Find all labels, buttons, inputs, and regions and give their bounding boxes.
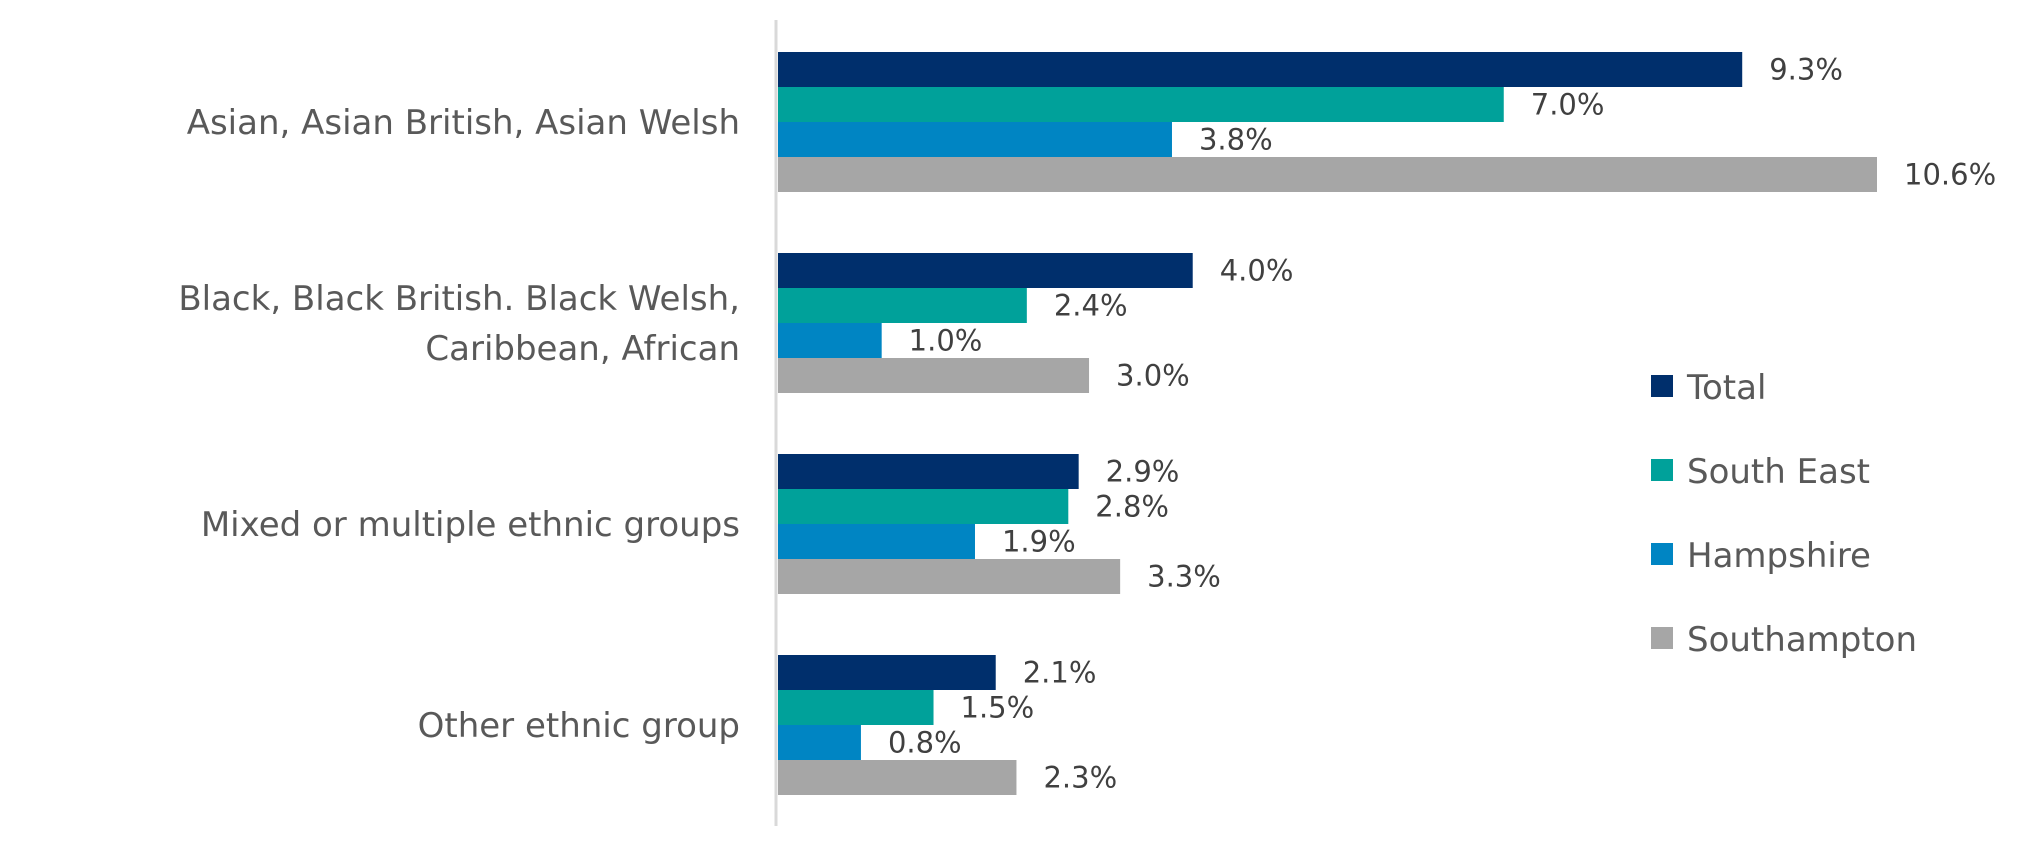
legend-label-southampton: Southampton — [1687, 620, 1917, 660]
bar-south-east-3 — [778, 489, 1069, 524]
category-label-4: Other ethnic group — [418, 706, 740, 746]
bar-hampshire-3 — [778, 524, 975, 559]
bar-southampton-1 — [778, 157, 1877, 192]
data-label-total-1: 9.3% — [1769, 53, 1843, 87]
bar-south-east-2 — [778, 288, 1027, 323]
category-labels-layer: Asian, Asian British, Asian Welsh Black, … — [178, 103, 740, 746]
data-label-hampshire-2: 1.0% — [909, 324, 983, 358]
legend-swatch-total — [1651, 375, 1673, 397]
legend-label-total: Total — [1686, 368, 1766, 408]
category-label-2-line-2: Caribbean, African — [425, 329, 740, 369]
data-label-southampton-3: 3.3% — [1147, 560, 1221, 594]
category-label-1: Asian, Asian British, Asian Welsh — [187, 103, 740, 143]
legend-swatch-south-east — [1651, 459, 1673, 481]
bar-south-east-1 — [778, 87, 1504, 122]
category-label-2-line-1: Black, Black British. Black Welsh, — [178, 279, 740, 319]
bar-south-east-4 — [778, 690, 934, 725]
data-label-hampshire-1: 3.8% — [1199, 123, 1273, 157]
category-label-3: Mixed or multiple ethnic groups — [201, 505, 740, 545]
legend-swatch-hampshire — [1651, 543, 1673, 565]
data-label-hampshire-3: 1.9% — [1002, 525, 1076, 559]
legend-swatch-southampton — [1651, 627, 1673, 649]
bar-southampton-2 — [778, 358, 1090, 393]
legend-label-south-east: South East — [1687, 452, 1870, 492]
data-labels-layer: 9.3% 7.0% 3.8% 10.6% 4.0% 2.4% 1.0% 3.0% 2.9%2.8… — [888, 53, 1996, 795]
bar-hampshire-4 — [778, 725, 861, 760]
data-label-southampton-2: 3.0% — [1116, 359, 1190, 393]
bar-southampton-4 — [778, 760, 1017, 795]
bar-total-4 — [778, 655, 996, 690]
bar-total-2 — [778, 253, 1193, 288]
legend-label-hampshire: Hampshire — [1687, 536, 1871, 576]
data-label-southampton-1: 10.6% — [1904, 158, 1996, 192]
data-label-southampton-4: 2.3% — [1043, 761, 1117, 795]
legend: Total South East Hampshire Southampton — [1651, 368, 1917, 660]
data-label-south-east-1: 7.0% — [1531, 88, 1605, 122]
bar-southampton-3 — [778, 559, 1121, 594]
data-label-total-3: 2.9% — [1106, 455, 1180, 489]
bar-hampshire-2 — [778, 323, 882, 358]
data-label-hampshire-4: 0.8% — [888, 726, 962, 760]
bar-total-1 — [778, 52, 1743, 87]
data-label-south-east-4: 1.5% — [961, 691, 1035, 725]
bars-layer — [778, 52, 1877, 795]
data-label-south-east-2: 2.4% — [1054, 289, 1128, 323]
data-label-total-2: 4.0% — [1220, 254, 1294, 288]
bar-hampshire-1 — [778, 122, 1172, 157]
data-label-south-east-3: 2.8% — [1095, 490, 1169, 524]
data-label-total-4: 2.1% — [1023, 656, 1097, 690]
bar-total-3 — [778, 454, 1079, 489]
